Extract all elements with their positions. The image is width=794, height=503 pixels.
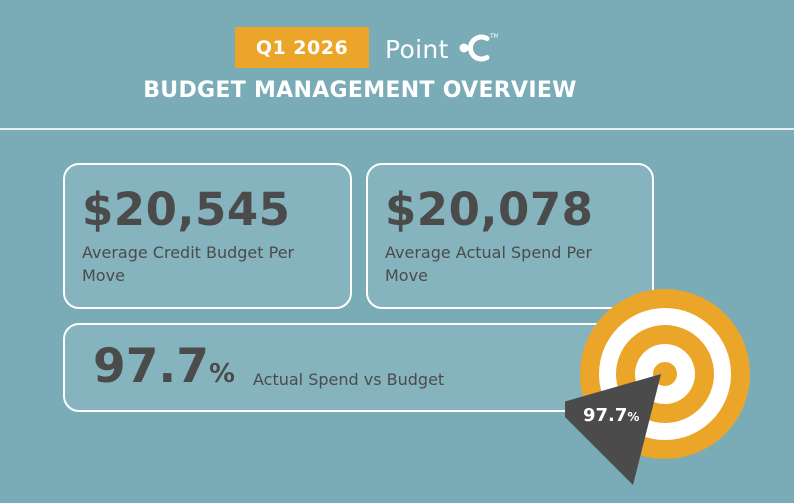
quarter-badge: Q1 2026 bbox=[235, 27, 369, 68]
ratio-label: Actual Spend vs Budget bbox=[253, 370, 445, 389]
point-c-logo-icon: TM bbox=[454, 28, 498, 70]
target-unit: % bbox=[627, 410, 640, 424]
ratio-number: 97.7 bbox=[93, 339, 209, 394]
page-title: BUDGET MANAGEMENT OVERVIEW bbox=[143, 78, 577, 103]
ratio-value: 97.7% bbox=[93, 339, 235, 394]
actual-spend-card: $20,078 Average Actual Spend Per Move bbox=[366, 163, 654, 309]
header-divider bbox=[0, 128, 794, 130]
actual-spend-label: Average Actual Spend Per Move bbox=[385, 243, 593, 285]
brand-name: Point bbox=[385, 34, 449, 64]
target-number: 97.7 bbox=[583, 405, 628, 426]
target-value: 97.7% bbox=[583, 405, 639, 426]
credit-budget-value: $20,545 bbox=[82, 183, 291, 236]
credit-budget-card: $20,545 Average Credit Budget Per Move bbox=[63, 163, 352, 309]
target-pointer bbox=[565, 374, 661, 485]
brand-logo: Point TM bbox=[385, 30, 498, 68]
ratio-unit: % bbox=[208, 359, 236, 389]
svg-text:TM: TM bbox=[489, 33, 498, 40]
actual-spend-value: $20,078 bbox=[385, 183, 594, 236]
target-icon bbox=[565, 289, 750, 485]
credit-budget-label: Average Credit Budget Per Move bbox=[82, 243, 295, 285]
spend-vs-budget-card: 97.7% Actual Spend vs Budget bbox=[63, 323, 654, 412]
